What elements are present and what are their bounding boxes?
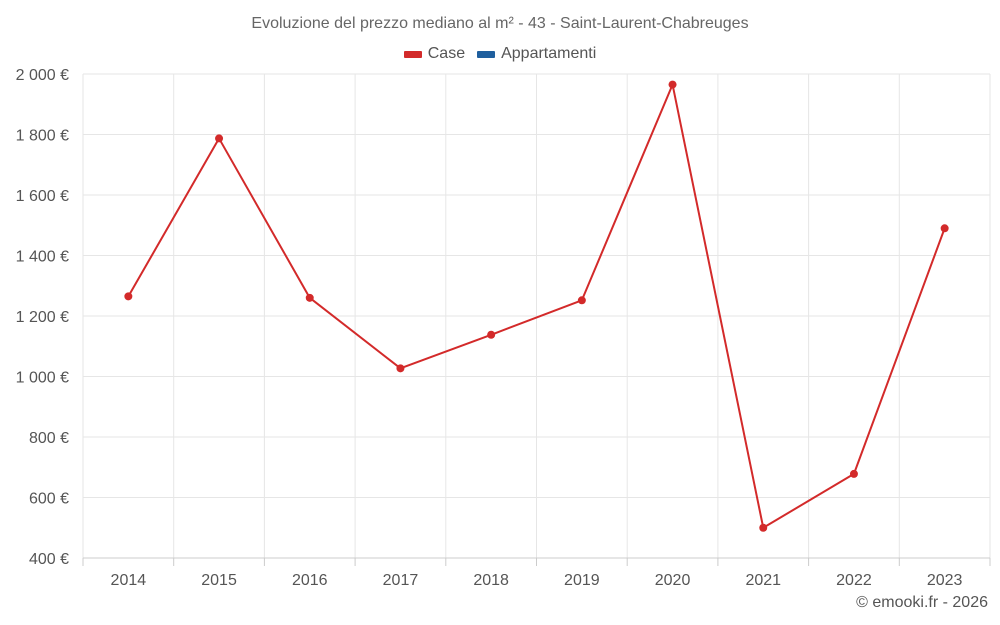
data-point bbox=[487, 330, 496, 339]
x-tick-label: 2018 bbox=[473, 572, 509, 589]
data-point bbox=[305, 293, 314, 302]
x-tick-label: 2022 bbox=[836, 572, 872, 589]
legend-label-case: Case bbox=[427, 45, 466, 62]
data-point bbox=[577, 296, 586, 305]
x-tick-label: 2020 bbox=[655, 572, 691, 589]
x-tick-label: 2016 bbox=[292, 572, 328, 589]
data-point bbox=[759, 523, 768, 532]
data-point bbox=[396, 364, 405, 373]
y-tick-label: 1 600 € bbox=[16, 188, 69, 205]
data-point bbox=[849, 469, 858, 478]
y-tick-label: 400 € bbox=[29, 551, 69, 568]
y-tick-label: 1 400 € bbox=[16, 249, 69, 266]
series-line-case bbox=[127, 83, 946, 529]
x-tick-label: 2021 bbox=[745, 572, 781, 589]
x-tick-label: 2015 bbox=[201, 572, 237, 589]
data-point bbox=[215, 134, 224, 143]
data-point bbox=[124, 292, 133, 301]
series-layer bbox=[124, 80, 949, 532]
x-tick-label: 2014 bbox=[111, 572, 147, 589]
legend-swatch-appartamenti bbox=[477, 50, 496, 58]
data-point bbox=[668, 80, 677, 89]
y-tick-label: 800 € bbox=[29, 430, 69, 447]
data-point bbox=[940, 224, 949, 233]
legend: Case Appartamenti bbox=[0, 45, 1000, 63]
x-tick-label: 2023 bbox=[927, 572, 963, 589]
y-tick-label: 2 000 € bbox=[16, 67, 69, 84]
x-tick-label: 2019 bbox=[564, 572, 600, 589]
legend-item-case[interactable]: Case bbox=[403, 45, 466, 63]
y-tick-label: 600 € bbox=[29, 491, 69, 508]
grid bbox=[82, 73, 991, 559]
axes: 400 € 600 € 800 € 1 000 € 1 200 € 1 400 € 1 60… bbox=[16, 67, 991, 589]
legend-item-appartamenti[interactable]: Appartamenti bbox=[477, 45, 596, 63]
credit-text: © emooki.fr - 2026 bbox=[856, 594, 988, 611]
x-tick-label: 2017 bbox=[383, 572, 419, 589]
legend-swatch-case bbox=[403, 50, 422, 58]
y-tick-label: 1 800 € bbox=[16, 128, 69, 145]
legend-label-appartamenti: Appartamenti bbox=[501, 45, 597, 62]
y-tick-label: 1 200 € bbox=[16, 309, 69, 326]
y-tick-label: 1 000 € bbox=[16, 370, 69, 387]
chart-title: Evoluzione del prezzo mediano al m² - 43… bbox=[251, 15, 749, 32]
